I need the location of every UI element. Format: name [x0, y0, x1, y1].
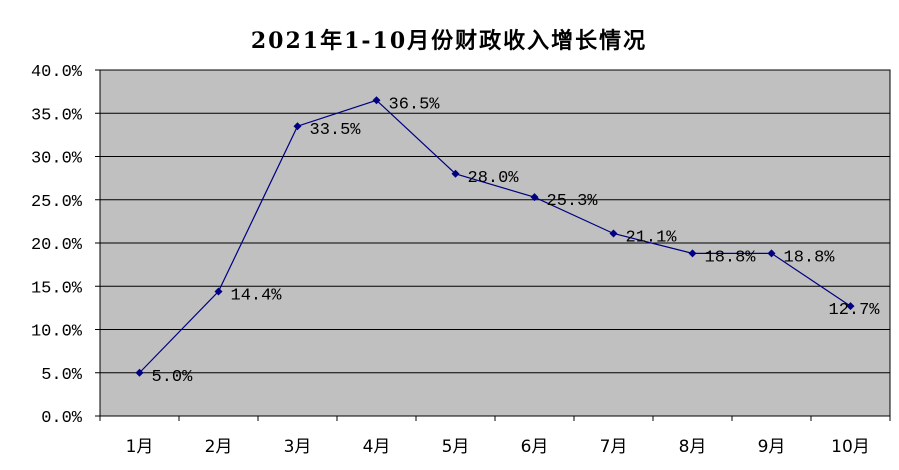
x-tick-label: 9月 [758, 437, 786, 457]
y-tick-label: 0.0% [41, 409, 83, 428]
data-point [767, 249, 776, 258]
y-tick-label: 40.0% [31, 63, 83, 82]
x-tick-label: 2月 [205, 437, 233, 457]
data-label: 21.1% [626, 228, 678, 247]
x-tick-label: 1月 [126, 437, 154, 457]
y-tick-label: 35.0% [31, 106, 83, 125]
gridlines [100, 112, 890, 374]
data-labels: 5.0% 14.4% 33.5% 36.5% 28.0% 25.3% 21.1% 18.8% 1… [152, 95, 881, 386]
data-label: 25.3% [547, 192, 599, 211]
data-label: 12.7% [829, 301, 881, 320]
y-axis-ticks: 0.0% 5.0% 10.0% 15.0% 20.0% 25.0% 30.0% 35.0% 40… [31, 63, 100, 428]
y-tick-label: 5.0% [41, 366, 83, 385]
data-label: 5.0% [152, 368, 194, 387]
data-label: 36.5% [389, 95, 441, 114]
data-label: 33.5% [310, 121, 362, 140]
x-axis-ticks: 1月 2月 3月 4月 5月 6月 7月 8月 9月 10月 [99, 416, 891, 457]
y-tick-label: 30.0% [31, 150, 83, 169]
series-line [139, 99, 851, 374]
x-tick-label: 4月 [363, 437, 391, 457]
data-point [846, 302, 855, 311]
data-point [372, 96, 381, 105]
chart-title: 2021年1-10月份财政收入增长情况 [251, 28, 647, 54]
data-point [609, 229, 618, 238]
data-label: 28.0% [468, 169, 520, 188]
x-tick-label: 3月 [284, 437, 312, 457]
data-point [293, 122, 302, 131]
y-tick-label: 25.0% [31, 193, 83, 212]
y-tick-label: 20.0% [31, 236, 83, 255]
y-tick-label: 15.0% [31, 279, 83, 298]
data-point [451, 169, 460, 178]
x-tick-label: 6月 [521, 437, 549, 457]
x-tick-label: 10月 [831, 437, 870, 457]
data-point [530, 193, 539, 202]
x-tick-label: 8月 [679, 437, 707, 457]
data-label: 18.8% [784, 248, 836, 267]
x-tick-label: 5月 [442, 437, 470, 457]
data-label: 14.4% [231, 286, 283, 305]
y-tick-label: 10.0% [31, 323, 83, 342]
data-point [688, 249, 697, 258]
data-series [135, 96, 855, 377]
data-point [135, 368, 144, 377]
data-point [214, 287, 223, 296]
x-tick-label: 7月 [600, 437, 628, 457]
data-label: 18.8% [705, 248, 757, 267]
